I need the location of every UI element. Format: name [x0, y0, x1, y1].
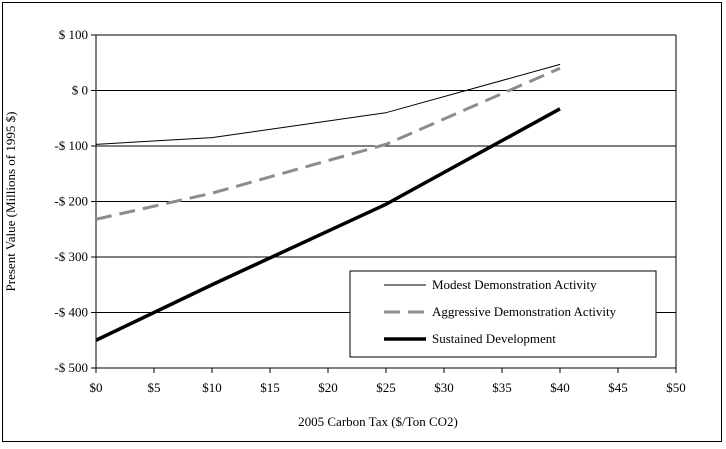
axes	[91, 34, 677, 373]
y-tick-label: -$ 500	[54, 360, 88, 375]
x-tick-label: $5	[148, 380, 161, 395]
series-line	[95, 107, 561, 342]
y-tick-label: -$ 400	[54, 305, 88, 320]
x-tick-label: $45	[608, 380, 628, 395]
x-tick-label: $35	[492, 380, 512, 395]
x-tick-label: $0	[90, 380, 103, 395]
legend-label: Modest Demonstration Activity	[432, 277, 597, 292]
x-tick-labels: $0 $5 $10 $15 $20 $25 $30 $35 $40 $45 $50	[90, 380, 686, 395]
legend-label: Aggressive Demonstration Activity	[432, 304, 617, 319]
y-axis-label: Present Value (Millions of 1995 $)	[3, 112, 18, 292]
y-tick-label: $ 0	[72, 83, 88, 98]
y-tick-labels: $ 100 $ 0 -$ 100 -$ 200 -$ 300 -$ 400 -$ 500	[54, 27, 88, 375]
x-tick-label: $50	[666, 380, 686, 395]
x-tick-label: $10	[202, 380, 222, 395]
series-line	[95, 63, 561, 145]
series-lines	[95, 63, 561, 342]
line-chart: $ 100 $ 0 -$ 100 -$ 200 -$ 300 -$ 400 -$ 500 $…	[3, 27, 686, 429]
x-tick-label: $15	[260, 380, 280, 395]
y-tick-label: -$ 200	[54, 194, 88, 209]
chart-frame: $ 100 $ 0 -$ 100 -$ 200 -$ 300 -$ 400 -$ 500 $…	[2, 2, 722, 442]
x-tick-label: $30	[434, 380, 454, 395]
legend-label: Sustained Development	[432, 331, 556, 346]
y-tick-label: -$ 100	[54, 138, 88, 153]
x-tick-label: $25	[376, 380, 396, 395]
x-tick-label: $40	[550, 380, 570, 395]
legend: Modest Demonstration Activity Aggressive …	[349, 270, 657, 358]
x-tick-label: $20	[318, 380, 338, 395]
y-tick-label: $ 100	[59, 27, 88, 42]
series-line	[95, 66, 561, 221]
x-axis-label: 2005 Carbon Tax ($/Ton CO2)	[298, 414, 458, 429]
y-tick-label: -$ 300	[54, 249, 88, 264]
